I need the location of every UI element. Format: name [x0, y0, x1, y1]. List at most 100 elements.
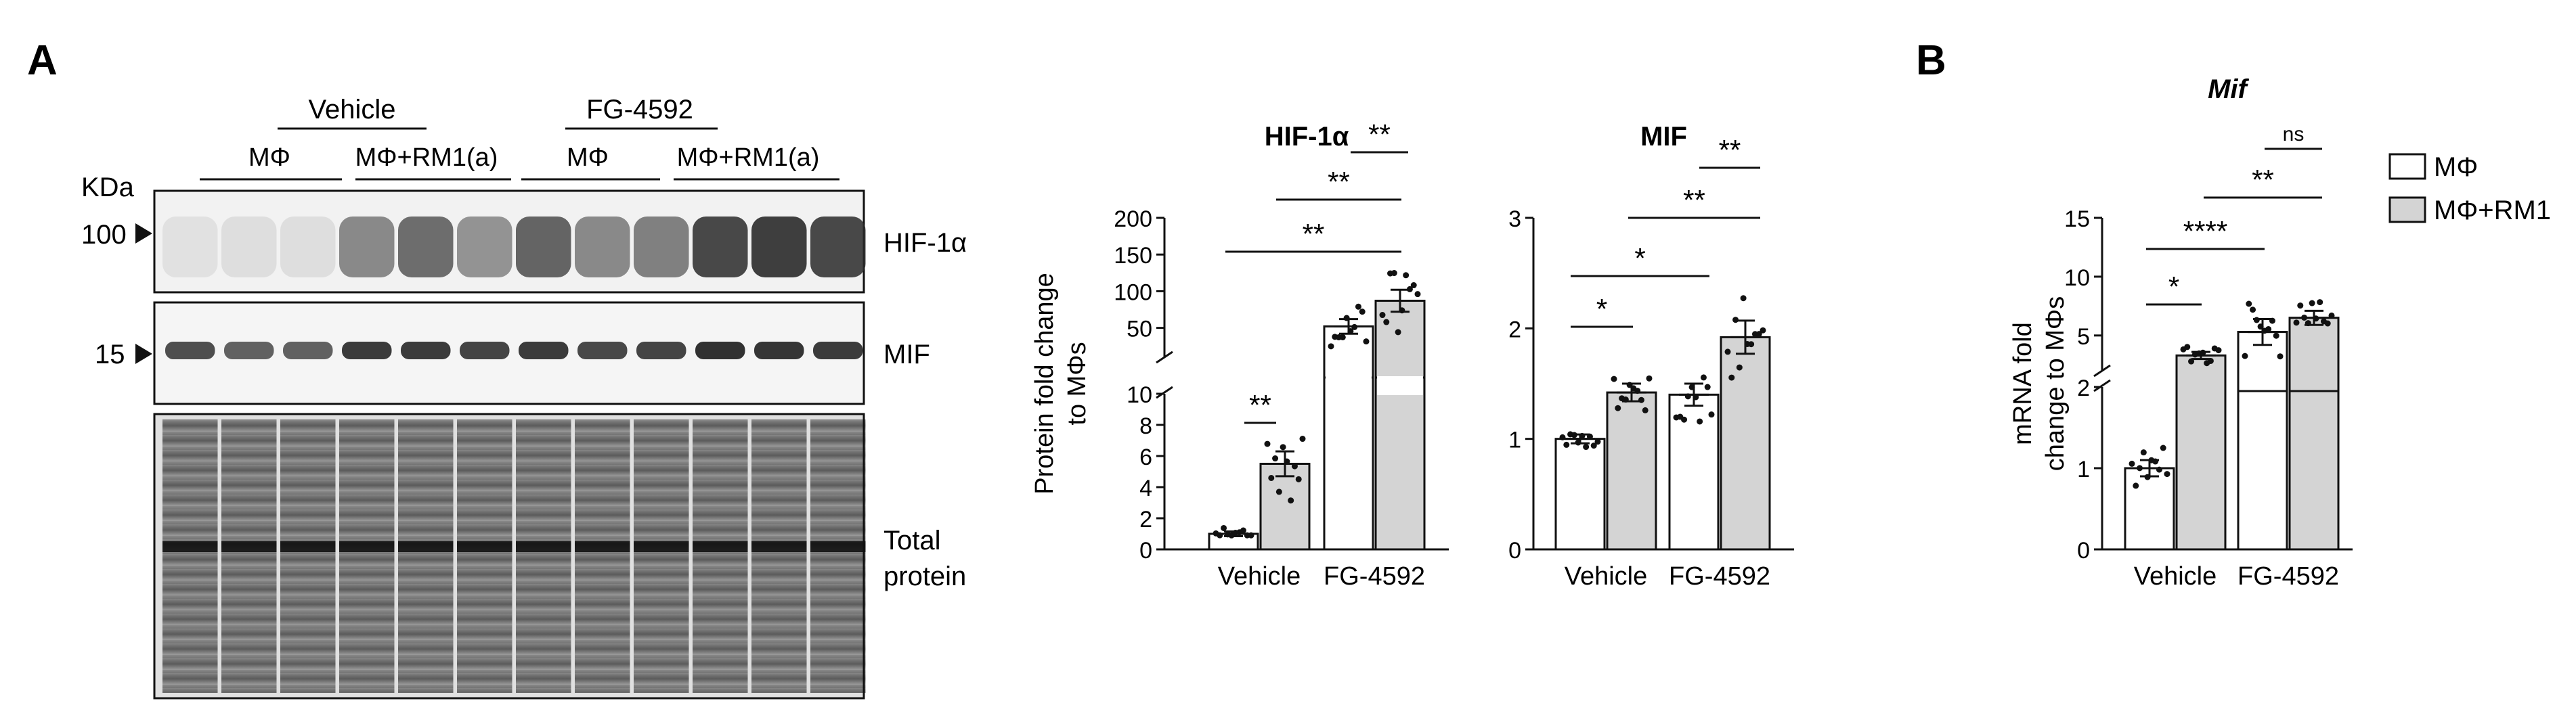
chart-mif-mrna: Mif mRNA fold change to MΦs 0 1 2 5 10 15 Vehicle… [2009, 74, 2353, 591]
blot-lane-header-mphi-1: MΦ [248, 143, 290, 172]
blot-marker-100: 100 [81, 220, 127, 250]
significance-label: ** [1328, 166, 1350, 198]
data-point [1697, 418, 1703, 425]
mif-band [754, 342, 804, 359]
data-point [1328, 343, 1334, 350]
data-point [2129, 460, 2135, 467]
mif-band [577, 342, 628, 359]
data-point [2160, 445, 2166, 451]
hif1a-band [162, 217, 218, 277]
data-point [2265, 325, 2272, 332]
significance-label: * [1596, 293, 1607, 325]
data-point [1288, 497, 1294, 504]
total-protein-major-band [398, 541, 454, 552]
significance-label: ** [1683, 184, 1705, 216]
data-point [1579, 432, 1586, 439]
y-tick-label: 200 [1114, 206, 1152, 232]
blot-row-label-mif: MIF [883, 340, 930, 369]
blot-hif1a-bands [162, 217, 866, 277]
data-point [2257, 323, 2264, 330]
hif1a-band [516, 217, 571, 277]
hif1a-band [280, 217, 336, 277]
mif-band [695, 342, 745, 359]
panel-label-a: A [27, 37, 58, 84]
mif-band [813, 342, 863, 359]
data-point [1638, 396, 1644, 403]
data-point [2301, 314, 2308, 321]
total-protein-major-band [693, 541, 748, 552]
data-point [1611, 376, 1617, 382]
blot-row-label-hif1a: HIF-1α [883, 228, 967, 258]
data-point [1284, 458, 1290, 465]
mif-band [519, 342, 569, 359]
total-protein-lane [634, 419, 689, 693]
marker-arrow-icon [135, 344, 152, 364]
marker-arrow-icon [135, 223, 152, 244]
total-protein-lane [575, 419, 630, 693]
y-tick-label: 2 [1508, 317, 1521, 342]
total-protein-lane [398, 419, 454, 693]
blot-kda-label: KDa [81, 173, 135, 202]
data-point [1406, 286, 1413, 292]
axis-break-mark [2093, 364, 2111, 378]
x-tick-label: FG-4592 [2237, 562, 2339, 591]
chart-title: MIF [1640, 122, 1687, 152]
data-point [1399, 307, 1405, 314]
data-point [1642, 407, 1649, 413]
total-protein-major-band [221, 541, 277, 552]
y-tick-label: 15 [2064, 206, 2090, 232]
data-point [2200, 349, 2206, 356]
y-tick-label: 150 [1114, 243, 1152, 269]
data-point [2293, 319, 2300, 326]
y-tick-label: 0 [1139, 538, 1152, 564]
data-point [2156, 466, 2162, 473]
bar-mphi-vehicle [2124, 467, 2175, 551]
data-point [2137, 465, 2143, 472]
data-point [2140, 449, 2147, 456]
significance-label: * [2168, 271, 2179, 302]
bar-rm1-vehicle [2175, 354, 2227, 551]
bar-rm1-fg-4592 [1720, 336, 1771, 551]
bar-rm1-vehicle [1606, 391, 1657, 551]
total-protein-lane [221, 419, 277, 693]
data-point [1646, 375, 1653, 382]
data-point [2277, 353, 2284, 360]
total-protein-major-band [162, 541, 218, 552]
blot-marker-15: 15 [95, 340, 125, 369]
significance-label: ** [1719, 134, 1741, 166]
hif1a-band [693, 217, 748, 277]
chart-hif1a: HIF-1α Protein fold change to MΦs 0 2 4 6 8 10 50… [1030, 118, 1449, 591]
data-point [1351, 323, 1358, 330]
y-tick-label: 0 [2077, 538, 2090, 564]
data-point [1736, 364, 1743, 371]
y-axis-label: Protein fold change [1030, 273, 1059, 494]
blot-mif-bands [165, 342, 863, 359]
data-point [2273, 332, 2279, 339]
chart-title: Mif [2208, 74, 2249, 104]
y-axis-label: change to MΦs [2041, 296, 2070, 471]
data-point [1688, 384, 1695, 390]
y-tick-label: 1 [1508, 428, 1521, 453]
y-tick-label: 50 [1127, 317, 1152, 342]
data-point [2207, 357, 2214, 364]
data-point [1594, 438, 1601, 445]
data-point [1681, 416, 1688, 423]
blot-row-label-total-2: protein [883, 562, 966, 591]
significance-label: **** [2183, 215, 2227, 247]
legend-label-rm1: MΦ+RM1 [2434, 196, 2551, 225]
data-point [1708, 411, 1715, 418]
y-tick-label: 8 [1139, 413, 1152, 439]
data-point [1693, 394, 1699, 401]
data-point [1339, 334, 1346, 340]
data-point [1240, 527, 1246, 534]
data-point [1615, 405, 1621, 411]
bar-gap [1377, 376, 1423, 395]
hif1a-band [810, 217, 866, 277]
data-point [1571, 432, 1577, 438]
x-tick-label: Vehicle [1218, 562, 1301, 591]
hif1a-band [457, 217, 512, 277]
data-point [1280, 444, 1286, 451]
hif1a-band [339, 217, 395, 277]
data-point [1748, 341, 1755, 348]
